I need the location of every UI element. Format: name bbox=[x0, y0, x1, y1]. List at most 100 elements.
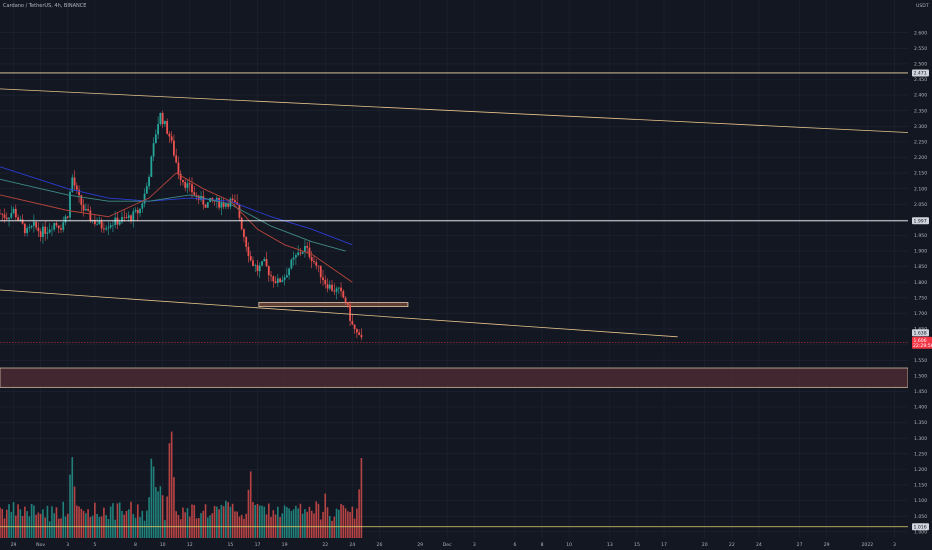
price-tick-13: 1.950 bbox=[914, 233, 927, 239]
candle-body-36 bbox=[80, 195, 83, 205]
volume-bar-63 bbox=[141, 510, 144, 538]
candle-body-68 bbox=[152, 143, 155, 157]
volume-bar-139 bbox=[313, 513, 315, 538]
candle-body-160 bbox=[360, 334, 363, 338]
volume-bar-51 bbox=[114, 519, 116, 538]
candle-body-2 bbox=[3, 214, 6, 218]
volume-bar-43 bbox=[96, 513, 98, 538]
candle-body-38 bbox=[84, 209, 87, 211]
moving-average-2 bbox=[0, 172, 353, 283]
volume-bar-135 bbox=[304, 509, 306, 538]
price-tick-22: 1.500 bbox=[914, 373, 927, 379]
moving-average-1 bbox=[0, 178, 346, 252]
candle-body-24 bbox=[53, 223, 56, 230]
candle-body-28 bbox=[62, 222, 65, 230]
trend-line-0 bbox=[0, 88, 909, 133]
time-axis-bg bbox=[0, 538, 932, 550]
volume-bar-22 bbox=[48, 521, 51, 538]
candle-body-25 bbox=[55, 223, 58, 226]
candle-body-103 bbox=[231, 198, 234, 201]
candle-body-3 bbox=[5, 217, 8, 220]
candle-body-128 bbox=[288, 268, 291, 276]
candle-body-116 bbox=[261, 261, 263, 266]
volume-bar-26 bbox=[57, 518, 60, 538]
price-tick-28: 1.200 bbox=[914, 467, 927, 473]
candle-body-133 bbox=[299, 252, 302, 254]
volume-bar-0 bbox=[0, 507, 1, 538]
price-tick-26: 1.300 bbox=[914, 436, 927, 442]
volume-bar-21 bbox=[46, 505, 49, 538]
candle-body-16 bbox=[35, 221, 38, 228]
candle-body-26 bbox=[57, 225, 60, 229]
candle-body-148 bbox=[333, 290, 336, 292]
volume-bar-137 bbox=[308, 506, 311, 538]
price-tick-29: 1.150 bbox=[914, 483, 927, 489]
volume-bar-140 bbox=[315, 501, 318, 538]
volume-bar-9 bbox=[19, 509, 22, 538]
volume-bar-60 bbox=[134, 517, 137, 538]
candle-body-110 bbox=[247, 246, 250, 257]
candle-body-42 bbox=[93, 220, 96, 225]
candle-body-153 bbox=[344, 297, 347, 303]
candle-body-14 bbox=[30, 225, 33, 228]
candle-body-41 bbox=[91, 220, 94, 221]
candle-body-131 bbox=[294, 255, 297, 258]
candle-body-66 bbox=[148, 176, 150, 187]
volume-bar-18 bbox=[39, 513, 42, 538]
candle-body-8 bbox=[17, 217, 19, 221]
candle-body-32 bbox=[71, 177, 74, 192]
candle-body-63 bbox=[141, 203, 144, 209]
time-tick-5: 10 bbox=[160, 542, 166, 548]
candle-body-48 bbox=[107, 227, 110, 229]
candle-body-120 bbox=[270, 275, 272, 277]
candle-body-4 bbox=[8, 217, 10, 220]
candle-body-123 bbox=[276, 278, 279, 283]
time-tick-28: 3 bbox=[893, 542, 896, 548]
volume-bar-57 bbox=[127, 509, 130, 538]
candle-body-127 bbox=[285, 275, 288, 278]
candle-body-93 bbox=[209, 198, 211, 203]
candle-body-35 bbox=[78, 189, 80, 196]
volume-bar-28 bbox=[62, 501, 65, 538]
volume-bar-72 bbox=[161, 495, 164, 538]
volume-bar-25 bbox=[55, 507, 58, 538]
price-tick-9: 2.150 bbox=[914, 171, 927, 177]
volume-bar-23 bbox=[51, 506, 53, 538]
level-tag-2: 1.638 bbox=[914, 330, 927, 336]
candle-body-43 bbox=[96, 224, 99, 225]
candle-body-27 bbox=[60, 228, 62, 230]
candle-body-132 bbox=[297, 252, 300, 256]
candle-body-22 bbox=[48, 229, 51, 233]
volume-bar-12 bbox=[26, 511, 28, 538]
moving-average-0 bbox=[0, 166, 353, 246]
price-tick-27: 1.250 bbox=[914, 451, 927, 457]
volume-bar-34 bbox=[75, 505, 78, 538]
candle-body-50 bbox=[112, 224, 114, 226]
volume-bar-27 bbox=[60, 518, 62, 538]
price-tick-1: 2.550 bbox=[914, 46, 927, 52]
candle-body-140 bbox=[315, 262, 318, 266]
volume-bar-95 bbox=[213, 505, 216, 538]
candle-body-5 bbox=[10, 213, 13, 218]
time-tick-11: 24 bbox=[349, 542, 355, 548]
candle-body-86 bbox=[193, 192, 196, 195]
candle-body-85 bbox=[191, 184, 193, 193]
volume-bar-153 bbox=[344, 508, 347, 538]
chart-title: Cardano / TetherUS, 4h, BINANCE bbox=[3, 3, 87, 9]
volume-bar-122 bbox=[274, 514, 277, 538]
candle-body-23 bbox=[51, 229, 53, 231]
volume-bar-35 bbox=[78, 506, 80, 538]
candle-body-138 bbox=[310, 257, 313, 262]
volume-bar-148 bbox=[333, 516, 336, 538]
volume-bar-46 bbox=[103, 507, 105, 538]
volume-bar-85 bbox=[191, 504, 193, 538]
trend-line-1 bbox=[0, 289, 678, 338]
candle-body-122 bbox=[274, 281, 277, 283]
volume-bar-97 bbox=[218, 509, 220, 538]
time-tick-23: 22 bbox=[729, 542, 735, 548]
volume-bar-112 bbox=[252, 501, 254, 538]
candle-body-83 bbox=[186, 183, 189, 188]
candle-body-0 bbox=[0, 213, 1, 215]
price-tick-0: 2.600 bbox=[914, 30, 927, 36]
